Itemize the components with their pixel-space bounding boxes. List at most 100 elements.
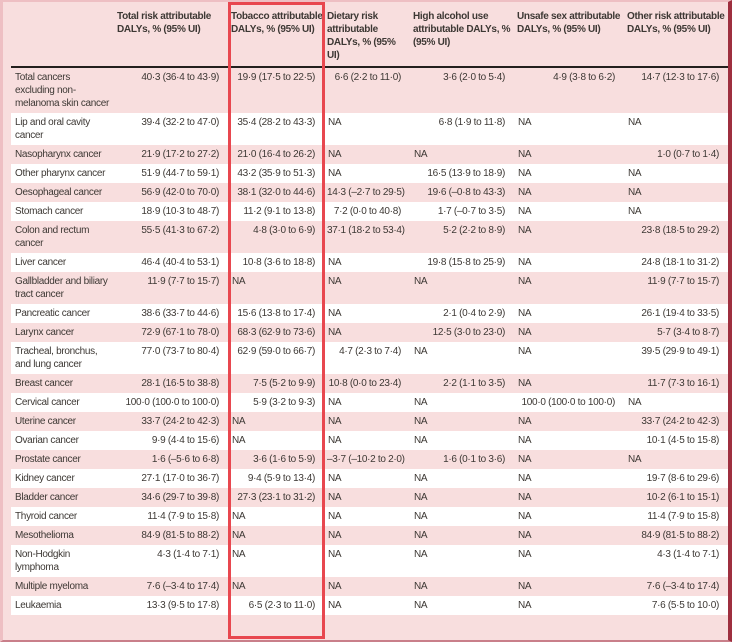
value-cell-dietary: NA [328, 276, 342, 287]
value-cell-unsafe_sex: NA [518, 187, 532, 198]
value-cell-dietary: NA [328, 397, 342, 408]
value-cell-unsafe_sex: NA [518, 600, 532, 611]
value-cell-total: 33·7 (24·2 to 42·3) [141, 416, 219, 427]
table-row: Lip and oral cavity cancer 39·4 (32·2 to … [11, 113, 728, 145]
value-cell-other: NA [628, 168, 642, 179]
row-label-cell: Non-Hodgkin lymphoma [15, 549, 71, 573]
value-cell-unsafe_sex: NA [518, 308, 532, 319]
value-cell-total: 13·3 (9·5 to 17·8) [146, 600, 220, 611]
value-cell-tobacco: NA [232, 581, 246, 592]
value-cell-total: 28·1 (16·5 to 38·8) [141, 378, 219, 389]
value-cell-dietary: NA [328, 257, 342, 268]
value-cell-dietary: NA [328, 492, 342, 503]
table-row: Nasopharynx cancer 21·9 (17·2 to 27·2) 21·… [11, 145, 728, 164]
table-row: Ovarian cancer 9·9 (4·4 to 15·6) NA NA NA NA 1… [11, 431, 728, 450]
value-cell-other: 4·3 (1·4 to 7·1) [657, 549, 719, 560]
value-cell-dietary: 10·8 (0·0 to 23·4) [328, 378, 402, 389]
table-row: Non-Hodgkin lymphoma 4·3 (1·4 to 7·1) NA NA… [11, 545, 728, 577]
value-cell-tobacco: 27·3 (23·1 to 31·2) [237, 492, 315, 503]
value-cell-alcohol: NA [414, 473, 428, 484]
row-label-cell: Stomach cancer [15, 206, 84, 217]
row-label-cell: Gallbladder and biliary tract cancer [15, 276, 108, 300]
value-cell-tobacco: 15·6 (13·8 to 17·4) [237, 308, 315, 319]
value-cell-unsafe_sex: NA [518, 276, 532, 287]
table-row: Tracheal, bronchus, and lung cancer 77·0 … [11, 342, 728, 374]
value-cell-unsafe_sex: NA [518, 416, 532, 427]
value-cell-other: 26·1 (19·4 to 33·5) [641, 308, 719, 319]
value-cell-unsafe_sex: NA [518, 346, 532, 357]
value-cell-tobacco: 43·2 (35·9 to 51·3) [237, 168, 315, 179]
value-cell-tobacco: NA [232, 435, 246, 446]
value-cell-unsafe_sex: NA [518, 473, 532, 484]
table-row: Leukaemia 13·3 (9·5 to 17·8) 6·5 (2·3 to 1… [11, 596, 728, 615]
value-cell-total: 7·6 (–3·4 to 17·4) [146, 581, 220, 592]
table-row: Kidney cancer 27·1 (17·0 to 36·7) 9·4 (5·9… [11, 469, 728, 488]
value-cell-dietary: –3·7 (–10·2 to 2·0) [327, 454, 405, 465]
value-cell-other: 10·2 (6·1 to 15·1) [646, 492, 720, 503]
row-label-cell: Total cancers excluding non-melanoma ski… [15, 72, 110, 109]
value-cell-total: 27·1 (17·0 to 36·7) [141, 473, 219, 484]
value-cell-tobacco: 68·3 (62·9 to 73·6) [237, 327, 315, 338]
value-cell-total: 39·4 (32·2 to 47·0) [141, 117, 219, 128]
value-cell-other: 11·4 (7·9 to 15·8) [647, 511, 719, 522]
table-row: Bladder cancer 34·6 (29·7 to 39·8) 27·3 (2… [11, 488, 728, 507]
value-cell-total: 38·6 (33·7 to 44·6) [141, 308, 219, 319]
row-label-cell: Uterine cancer [15, 416, 76, 427]
value-cell-dietary: NA [328, 511, 342, 522]
value-cell-other: 7·6 (–3·4 to 17·4) [646, 581, 720, 592]
value-cell-alcohol: NA [414, 492, 428, 503]
value-cell-tobacco: NA [232, 416, 246, 427]
value-cell-total: 46·4 (40·4 to 53·1) [141, 257, 219, 268]
value-cell-total: 1·6 (–5·6 to 6·8) [151, 454, 219, 465]
column-header-alcohol: High alcohol use attributable DALYs, % (… [411, 2, 515, 68]
row-label-cell: Cervical cancer [15, 397, 80, 408]
value-cell-alcohol: 3·6 (2·0 to 5·4) [443, 72, 505, 83]
value-cell-tobacco: 21·0 (16·4 to 26·2) [237, 149, 315, 160]
value-cell-dietary: 7·2 (0·0 to 40·8) [333, 206, 401, 217]
table-row: Multiple myeloma 7·6 (–3·4 to 17·4) NA NA NA… [11, 577, 728, 596]
value-cell-alcohol: 19·8 (15·8 to 25·9) [427, 257, 505, 268]
value-cell-dietary: NA [328, 473, 342, 484]
value-cell-other: 23·8 (18·5 to 29·2) [641, 225, 719, 236]
value-cell-unsafe_sex: 4·9 (3·8 to 6·2) [553, 72, 615, 83]
value-cell-unsafe_sex: NA [518, 206, 532, 217]
value-cell-unsafe_sex: NA [518, 435, 532, 446]
value-cell-tobacco: 35·4 (28·2 to 43·3) [237, 117, 315, 128]
value-cell-tobacco: NA [232, 511, 246, 522]
value-cell-other: 5·7 (3·4 to 8·7) [657, 327, 719, 338]
value-cell-alcohol: 2·2 (1·1 to 3·5) [443, 378, 505, 389]
table-row: Other pharynx cancer 51·9 (44·7 to 59·1) 4… [11, 164, 728, 183]
value-cell-alcohol: NA [414, 581, 428, 592]
value-cell-other: NA [628, 206, 642, 217]
value-cell-alcohol: NA [414, 511, 428, 522]
value-cell-tobacco: 38·1 (32·0 to 44·6) [237, 187, 315, 198]
table-header-row: Total risk attributable DALYs, % (95% UI… [11, 2, 728, 68]
value-cell-dietary: NA [328, 308, 342, 319]
value-cell-total: 9·9 (4·4 to 15·6) [151, 435, 219, 446]
value-cell-unsafe_sex: NA [518, 378, 532, 389]
value-cell-dietary: NA [328, 117, 342, 128]
value-cell-alcohol: 16·5 (13·9 to 18·9) [427, 168, 505, 179]
value-cell-alcohol: NA [414, 276, 428, 287]
value-cell-unsafe_sex: NA [518, 581, 532, 592]
value-cell-dietary: NA [328, 581, 342, 592]
value-cell-other: 33·7 (24·2 to 42·3) [641, 416, 719, 427]
value-cell-alcohol: NA [414, 549, 428, 560]
value-cell-other: 1·0 (0·7 to 1·4) [657, 149, 719, 160]
value-cell-alcohol: NA [414, 435, 428, 446]
value-cell-total: 84·9 (81·5 to 88·2) [141, 530, 219, 541]
table-row: Uterine cancer 33·7 (24·2 to 42·3) NA NA NA N… [11, 412, 728, 431]
value-cell-tobacco: 4·8 (3·0 to 6·9) [253, 225, 315, 236]
value-cell-unsafe_sex: NA [518, 257, 532, 268]
value-cell-tobacco: 11·2 (9·1 to 13·8) [243, 206, 315, 217]
row-label-cell: Mesothelioma [15, 530, 74, 541]
value-cell-dietary: 4·7 (2·3 to 7·4) [339, 346, 401, 357]
row-label-cell: Liver cancer [15, 257, 66, 268]
value-cell-unsafe_sex: NA [518, 327, 532, 338]
value-cell-total: 11·4 (7·9 to 15·8) [147, 511, 219, 522]
value-cell-alcohol: NA [414, 346, 428, 357]
value-cell-alcohol: 19·6 (–0·8 to 43·3) [427, 187, 505, 198]
value-cell-dietary: NA [328, 549, 342, 560]
value-cell-alcohol: NA [414, 149, 428, 160]
table-row: Larynx cancer 72·9 (67·1 to 78·0) 68·3 (62… [11, 323, 728, 342]
